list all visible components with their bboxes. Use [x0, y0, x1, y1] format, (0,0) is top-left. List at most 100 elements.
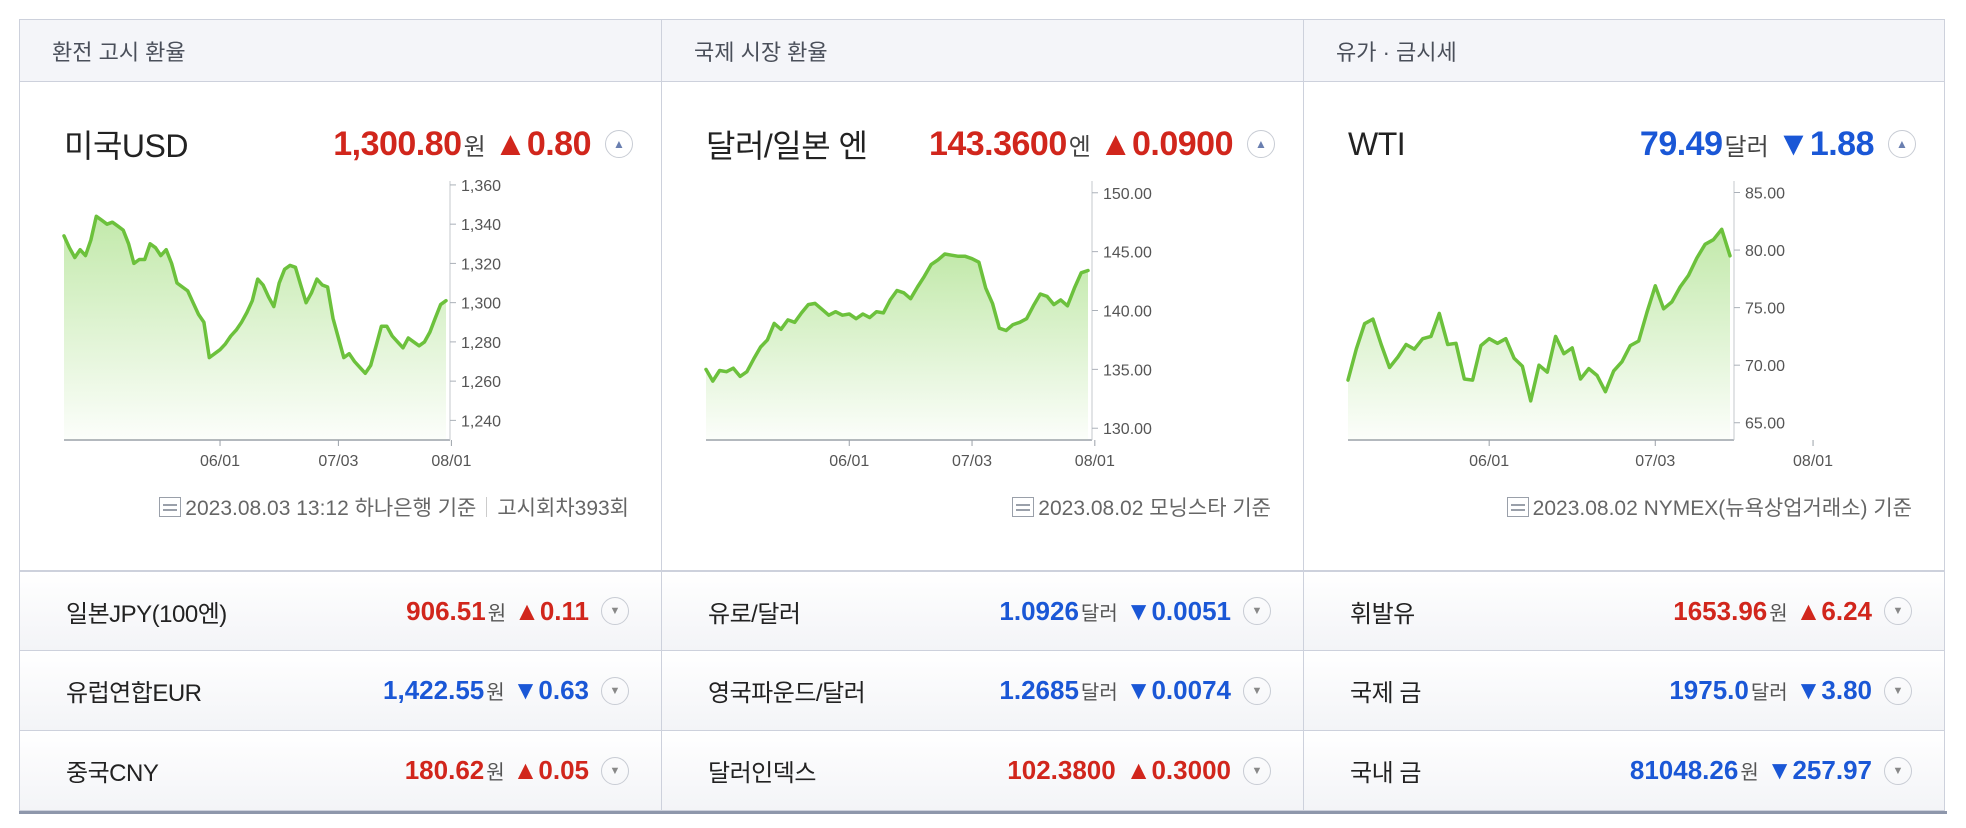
chevron-down-icon[interactable]: ▼: [601, 597, 629, 625]
line-chart: 85.00 80.00 75.00 70.00 65.00 06/01 07/03 08/01: [1346, 181, 1833, 470]
rate-list: 일본JPY(100엔) 906.51 원 ▲0.11 ▼ 유로/달러 1.092…: [19, 571, 1947, 814]
panel-oil-gold: 유가 · 금시세 WTI 79.49 달러 ▼1.88 ▲ 85.00 80.00…: [1303, 19, 1945, 571]
rate-item[interactable]: 국내 금 81048.26 원 ▼257.97 ▼: [1303, 731, 1945, 811]
chevron-down-icon[interactable]: ▼: [1884, 676, 1912, 705]
document-icon: [159, 497, 182, 517]
chevron-down-icon[interactable]: ▼: [1884, 597, 1912, 625]
y-tick-label: 140.00: [1103, 304, 1152, 321]
hero-unit: 엔: [1068, 133, 1091, 161]
rate-item[interactable]: 일본JPY(100엔) 906.51 원 ▲0.11 ▼: [19, 571, 661, 651]
chevron-down-icon[interactable]: ▼: [601, 756, 629, 785]
source-info: 2023.08.02 NYMEX(뉴욕상업거래소) 기준: [1506, 492, 1912, 522]
series-line: [1346, 227, 1732, 403]
y-tick-label: 150.00: [1103, 186, 1152, 203]
chevron-up-icon[interactable]: ▲: [1247, 130, 1275, 158]
x-tick-label: 07/03: [952, 453, 992, 470]
rate-name: 중국CNY: [66, 760, 159, 787]
hero-quote: 143.3600 엔 ▲0.0900: [929, 125, 1234, 164]
rate-value: 1975.0: [1669, 675, 1749, 705]
hero-name[interactable]: WTI: [1348, 125, 1406, 162]
y-tick-label: 145.00: [1103, 245, 1152, 262]
line-chart: 1,360 1,340 1,320 1,300 1,280 1,260 1,240 06/01…: [62, 178, 501, 470]
hero-quote: 1,300.80 원 ▲0.80: [333, 125, 591, 164]
separator: [486, 497, 488, 517]
rate-item[interactable]: 국제 금 1975.0 달러 ▼3.80 ▼: [1303, 651, 1945, 731]
x-tick-label: 06/01: [829, 453, 869, 470]
panel-international-rate: 국제 시장 환율 달러/일본 엔 143.3600 엔 ▲0.0900 ▲ 15…: [661, 19, 1303, 571]
y-tick-label: 1,300: [461, 296, 501, 313]
exchange-rate-widget: 환전 고시 환율 미국USD 1,300.80 원 ▲0.80 ▲ 1,360 1…: [19, 19, 1947, 814]
chevron-down-icon[interactable]: ▼: [1243, 676, 1271, 705]
panel-header[interactable]: 환전 고시 환율: [20, 20, 661, 82]
line-chart: 150.00 145.00 140.00 135.00 130.00 06/01 07/03…: [704, 181, 1152, 470]
rate-value: 180.62: [404, 755, 485, 785]
rate-item[interactable]: 달러인덱스 102.3800 ▲0.3000 ▼: [661, 731, 1303, 811]
series-line: [704, 252, 1090, 383]
hero-unit: 원: [463, 133, 486, 161]
rate-unit: 원: [1769, 602, 1788, 625]
rate-row: 유럽연합EUR 1,422.55 원 ▼0.63 ▼ 영국파운드/달러 1.26…: [19, 651, 1947, 731]
hero-value: 79.49: [1639, 124, 1723, 163]
y-tick-label: 1,360: [461, 178, 501, 195]
rate-quote: 1653.96 원 ▲6.24: [1673, 596, 1872, 627]
rate-unit: 원: [486, 762, 505, 784]
rate-quote: 1975.0 달러 ▼3.80: [1669, 675, 1872, 706]
x-tick-label: 07/03: [318, 453, 358, 470]
rate-value: 81048.26: [1629, 755, 1739, 785]
rate-unit: 원: [486, 682, 505, 704]
rate-quote: 906.51 원 ▲0.11: [406, 596, 589, 627]
series-line: [62, 214, 448, 376]
rate-change: ▼0.0074: [1125, 675, 1231, 705]
document-icon: [1012, 497, 1035, 517]
rate-item[interactable]: 유럽연합EUR 1,422.55 원 ▼0.63 ▼: [19, 651, 661, 731]
hero-name[interactable]: 미국USD: [64, 128, 188, 164]
chevron-down-icon[interactable]: ▼: [601, 676, 629, 705]
rate-row: 중국CNY 180.62 원 ▲0.05 ▼ 달러인덱스 102.3800 ▲0…: [19, 731, 1947, 811]
hero-name[interactable]: 달러/일본 엔: [706, 128, 868, 164]
rate-item[interactable]: 유로/달러 1.0926 달러 ▼0.0051 ▼: [661, 571, 1303, 651]
x-tick-label: 08/01: [1793, 453, 1833, 470]
chevron-down-icon[interactable]: ▼: [1884, 756, 1912, 785]
rate-quote: 180.62 원 ▲0.05: [405, 755, 589, 786]
rate-quote: 1.2685 달러 ▼0.0074: [999, 675, 1231, 706]
rate-unit: 원: [487, 602, 507, 625]
rate-item[interactable]: 중국CNY 180.62 원 ▲0.05 ▼: [19, 731, 661, 811]
x-tick-label: 06/01: [1469, 453, 1509, 470]
rate-change: ▲0.11: [514, 595, 589, 626]
y-tick-label: 70.00: [1745, 358, 1785, 375]
panel-header[interactable]: 유가 · 금시세: [1304, 20, 1944, 82]
source-extra: 고시회차393회: [497, 497, 629, 520]
chevron-up-icon[interactable]: ▲: [605, 130, 633, 158]
rate-unit: 달러: [1750, 682, 1788, 704]
rate-change: ▼257.97: [1766, 755, 1872, 785]
rate-item[interactable]: 휘발유 1653.96 원 ▲6.24 ▼: [1303, 571, 1945, 651]
rate-value: 1,422.55: [383, 675, 485, 705]
rate-name: 휘발유: [1350, 600, 1415, 628]
rate-name: 유럽연합EUR: [66, 680, 202, 707]
rate-name: 국내 금: [1350, 760, 1421, 787]
y-tick-label: 80.00: [1745, 243, 1785, 260]
rate-unit: 원: [1740, 762, 1759, 784]
rate-name: 유로/달러: [708, 600, 801, 628]
y-tick-label: 130.00: [1103, 421, 1152, 438]
chevron-down-icon[interactable]: ▼: [1243, 597, 1271, 625]
rate-change: ▼0.63: [512, 675, 589, 705]
panel-hero: 달러/일본 엔 143.3600 엔 ▲0.0900 ▲ 150.00 145.0…: [662, 82, 1303, 570]
rate-name: 영국파운드/달러: [708, 680, 866, 707]
y-tick-label: 1,260: [461, 374, 501, 391]
chevron-down-icon[interactable]: ▼: [1243, 756, 1271, 785]
panel-header[interactable]: 국제 시장 환율: [662, 20, 1303, 82]
rate-row: 일본JPY(100엔) 906.51 원 ▲0.11 ▼ 유로/달러 1.092…: [19, 571, 1947, 651]
x-tick-label: 08/01: [1075, 453, 1115, 470]
rate-change: ▲0.05: [512, 755, 589, 785]
series-area: [64, 216, 446, 440]
y-tick-label: 65.00: [1745, 416, 1785, 433]
y-tick-label: 135.00: [1103, 362, 1152, 379]
rate-quote: 1,422.55 원 ▼0.63: [383, 675, 589, 706]
rate-item[interactable]: 영국파운드/달러 1.2685 달러 ▼0.0074 ▼: [661, 651, 1303, 731]
rate-unit: 달러: [1080, 602, 1118, 625]
source-text: 2023.08.03 13:12 하나은행 기준: [185, 497, 477, 520]
chevron-up-icon[interactable]: ▲: [1888, 130, 1916, 158]
rate-value: 1.0926: [999, 595, 1079, 626]
hero-change: ▼1.88: [1776, 124, 1875, 163]
